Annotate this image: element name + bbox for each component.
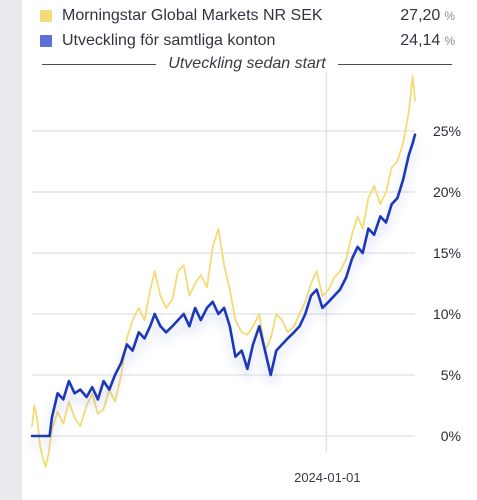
legend-item-index: Morningstar Global Markets NR SEK 27,20 … — [40, 5, 455, 27]
chart-card: Morningstar Global Markets NR SEK 27,20 … — [22, 0, 477, 500]
y-tick-label: 10% — [433, 306, 461, 322]
subtitle-rule-right — [337, 63, 452, 65]
subtitle-rule-left — [42, 63, 157, 65]
x-tick-label: 2024-01-01 — [294, 470, 361, 485]
legend-value-accounts: 24,14 — [400, 32, 441, 49]
axis-ticks: 0% 5% 10% 15% 20% 25% 2024-01-01 — [294, 123, 461, 485]
grid-lines — [32, 72, 415, 452]
legend-value-index: 27,20 — [400, 7, 441, 24]
chart-subtitle-bar: Utveckling sedan start — [42, 54, 452, 74]
legend-unit-index: % — [444, 9, 455, 23]
series-line-accounts — [30, 133, 417, 438]
y-tick-label: 0% — [441, 428, 461, 444]
y-tick-label: 5% — [441, 367, 461, 383]
legend-label-accounts: Utveckling för samtliga konton — [62, 32, 276, 49]
series-lines — [30, 75, 417, 468]
legend-item-accounts: Utveckling för samtliga konton 24,14 % — [40, 30, 455, 52]
y-tick-label: 25% — [433, 123, 461, 139]
legend-unit-accounts: % — [444, 34, 455, 48]
legend-swatch-index — [40, 10, 52, 22]
chart-subtitle: Utveckling sedan start — [168, 55, 326, 72]
legend-swatch-accounts — [40, 35, 52, 47]
series-line-index — [31, 75, 416, 468]
line-chart: 0% 5% 10% 15% 20% 25% 2024-01-01 — [30, 72, 461, 485]
legend-label-index: Morningstar Global Markets NR SEK — [62, 7, 323, 24]
y-tick-label: 20% — [433, 184, 461, 200]
y-tick-label: 15% — [433, 245, 461, 261]
